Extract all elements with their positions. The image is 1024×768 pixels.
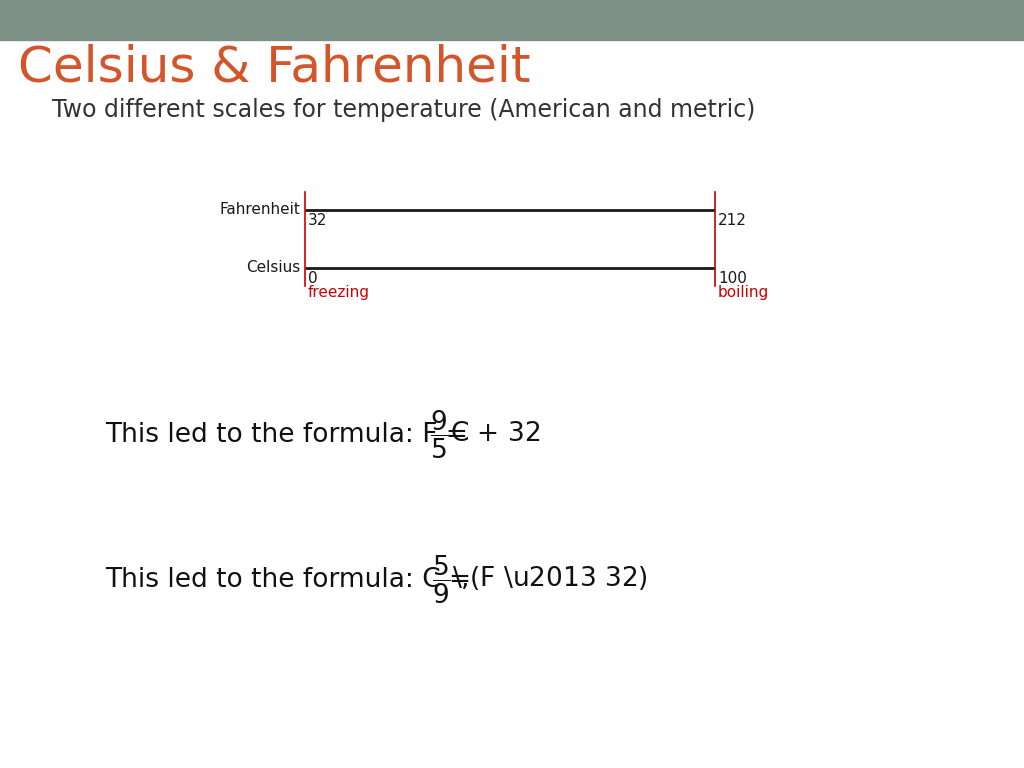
Text: 100: 100 <box>718 271 746 286</box>
Text: This led to the formula: C =: This led to the formula: C = <box>105 567 479 593</box>
Text: Fahrenheit: Fahrenheit <box>219 203 300 217</box>
Text: This led to the formula: F =: This led to the formula: F = <box>105 422 476 448</box>
Text: 212: 212 <box>718 213 746 228</box>
Text: 0: 0 <box>308 271 317 286</box>
Text: $\dfrac{5}{9}$\,(F \u2013 32): $\dfrac{5}{9}$\,(F \u2013 32) <box>432 554 648 606</box>
Text: 32: 32 <box>308 213 328 228</box>
Text: boiling: boiling <box>718 285 769 300</box>
Text: Celsius: Celsius <box>246 260 300 276</box>
Text: $\dfrac{9}{5}$C + 32: $\dfrac{9}{5}$C + 32 <box>430 409 541 461</box>
Text: Celsius & Fahrenheit: Celsius & Fahrenheit <box>18 43 530 91</box>
Bar <box>0 0 1024 40</box>
Text: Two different scales for temperature (American and metric): Two different scales for temperature (Am… <box>52 98 756 122</box>
Text: freezing: freezing <box>308 285 370 300</box>
